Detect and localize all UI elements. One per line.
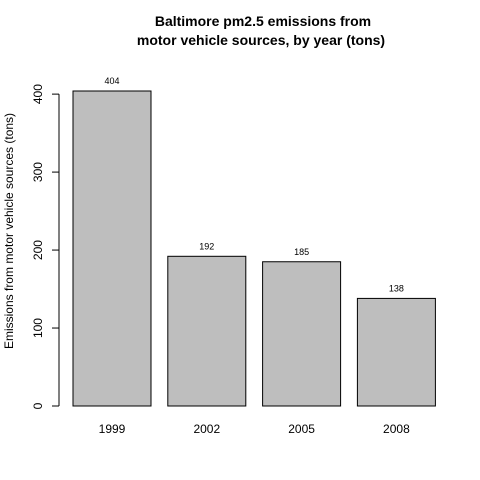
y-tick-label: 0 [31, 402, 45, 409]
data-label: 192 [199, 241, 214, 251]
data-label: 404 [104, 76, 119, 86]
bar-1999 [72, 90, 152, 407]
data-label: 138 [389, 283, 404, 293]
y-tick-label: 200 [31, 240, 45, 260]
y-tick-label: 300 [31, 162, 45, 182]
x-tick-label: 2008 [383, 422, 410, 436]
y-axis: 0 100 200 300 400 [31, 84, 60, 409]
chart-title-line-1: Baltimore pm2.5 emissions from [155, 13, 371, 29]
bars-group: 404 1999 192 2002 185 2005 138 2008 [72, 76, 436, 436]
bar-2008 [356, 297, 436, 407]
bar-2005 [262, 261, 342, 407]
y-tick-label: 400 [31, 84, 45, 104]
data-label: 185 [294, 247, 309, 257]
chart-title-line-2: motor vehicle sources, by year (tons) [137, 32, 385, 48]
x-tick-label: 2002 [193, 422, 220, 436]
bar-2002 [167, 255, 247, 407]
y-axis-label: Emissions from motor vehicle sources (to… [2, 113, 16, 349]
y-tick-label: 100 [31, 318, 45, 338]
x-tick-label: 2005 [288, 422, 315, 436]
x-tick-label: 1999 [99, 422, 126, 436]
